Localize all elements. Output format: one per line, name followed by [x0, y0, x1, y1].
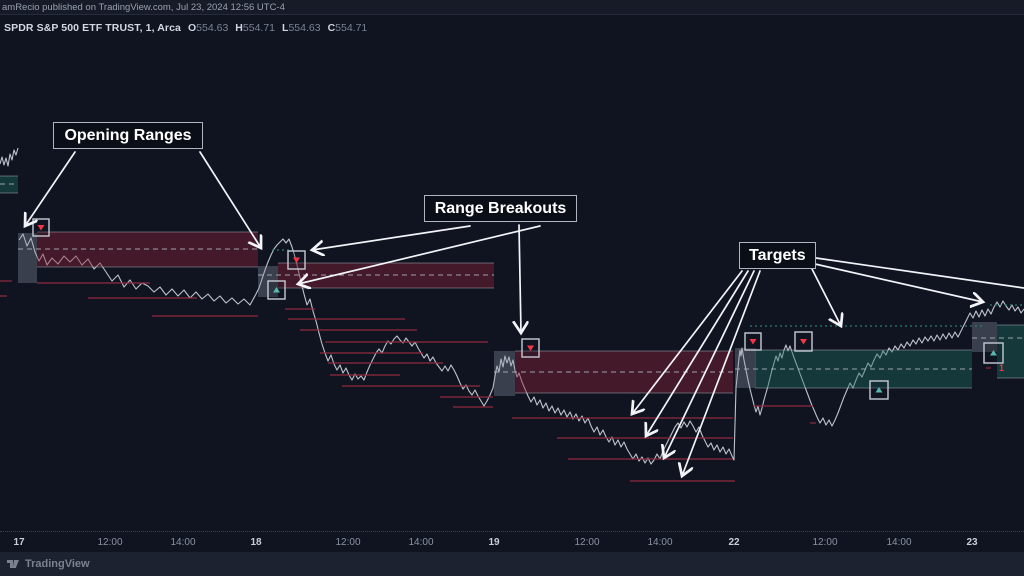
time-axis[interactable]: 17 12:00 14:00 18 12:00 14:00 19 12:00 14:00 22 12…	[0, 531, 1024, 552]
callout-opening-ranges[interactable]: Opening Ranges	[53, 122, 203, 149]
tradingview-logo-icon[interactable]	[6, 557, 20, 571]
time-axis-label-1200: 12:00	[812, 537, 838, 548]
footer-bar: TradingView	[0, 552, 1024, 576]
annotation-arrow-11[interactable]	[815, 257, 1024, 289]
triangle-down-icon	[800, 339, 807, 345]
attribution-bar: amRecio published on TradingView.com, Ju…	[0, 0, 1024, 15]
annotation-arrow-1[interactable]	[199, 151, 261, 248]
time-axis-label-1200: 12:00	[335, 537, 361, 548]
time-axis-label-17: 17	[13, 537, 25, 548]
time-axis-label-1400: 14:00	[886, 537, 912, 548]
ohlc-values: O554.63 H554.71 L554.63 C554.71	[188, 22, 367, 34]
callout-range-breakouts[interactable]: Range Breakouts	[424, 195, 577, 222]
triangle-down-icon	[749, 339, 757, 345]
annotation-arrow-8[interactable]	[682, 270, 761, 476]
time-axis-label-1400: 14:00	[647, 537, 673, 548]
triangle-up-icon	[273, 287, 280, 293]
opening-period-box-1[interactable]	[18, 233, 37, 283]
time-axis-label-19: 19	[488, 537, 500, 548]
annotation-arrow-5[interactable]	[632, 270, 743, 414]
annotation-arrow-0[interactable]	[25, 151, 76, 226]
opening-period-box-4[interactable]	[735, 348, 756, 388]
annotation-arrow-4[interactable]	[519, 224, 521, 333]
triangle-up-icon	[875, 387, 883, 393]
attribution-text: amRecio published on TradingView.com, Ju…	[2, 2, 285, 13]
annotation-arrow-2[interactable]	[312, 225, 471, 250]
price-line-segment-1[interactable]	[18, 233, 1024, 465]
annotation-arrow-10[interactable]	[814, 263, 983, 302]
ohlc-open: O554.63	[188, 21, 229, 34]
time-axis-label-1200: 12:00	[574, 537, 600, 548]
time-axis-label-1200: 12:00	[97, 537, 123, 548]
annotation-arrow-6[interactable]	[646, 270, 749, 436]
callout-targets[interactable]: Targets	[739, 242, 816, 269]
time-axis-label-1400: 14:00	[408, 537, 434, 548]
triangle-down-icon	[527, 345, 534, 351]
opening-range-band-5[interactable]	[997, 325, 1024, 378]
time-axis-label-18: 18	[250, 537, 262, 548]
footer-brand[interactable]: TradingView	[25, 558, 90, 570]
symbol-legend[interactable]: SPDR S&P 500 ETF TRUST, 1, Arca O554.63 …	[4, 21, 367, 34]
time-axis-label-23: 23	[966, 537, 978, 548]
annotation-arrow-3[interactable]	[298, 225, 541, 284]
ohlc-close: C554.71	[327, 21, 368, 34]
triangle-down-icon	[293, 257, 300, 263]
price-line-segment-0[interactable]	[0, 147, 19, 167]
annotation-arrow-7[interactable]	[664, 270, 755, 458]
triangle-down-icon	[37, 225, 45, 231]
time-axis-label-1400: 14:00	[170, 537, 196, 548]
annotation-arrow-9[interactable]	[811, 268, 841, 326]
ohlc-high: H554.71	[235, 21, 276, 34]
time-axis-label-22: 22	[728, 537, 740, 548]
triangle-up-icon	[990, 350, 997, 356]
sequence-label-0: 1	[999, 363, 1004, 373]
symbol-title[interactable]: SPDR S&P 500 ETF TRUST, 1, Arca	[4, 21, 181, 34]
ohlc-low: L554.63	[282, 21, 321, 34]
opening-period-box-3[interactable]	[494, 351, 515, 396]
